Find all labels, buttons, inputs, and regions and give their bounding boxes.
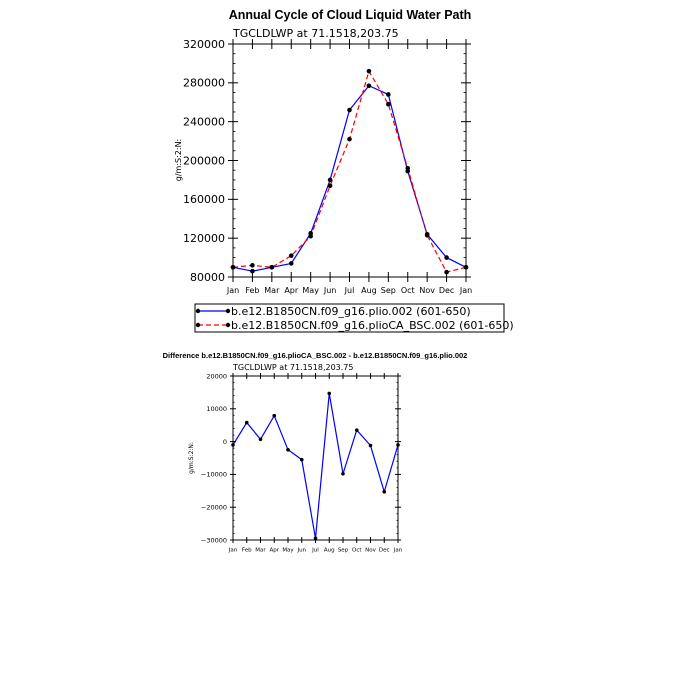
difference-series-0-point xyxy=(299,457,304,462)
main-panel: Annual Cycle of Cloud Liquid Water Path … xyxy=(174,8,514,333)
main-series-1-point xyxy=(327,183,333,189)
legend-entry-pliocabsc: b.e12.B1850CN.f09_g16.plioCA_BSC.002 (60… xyxy=(195,319,514,332)
legend-entry-plio: b.e12.B1850CN.f09_g16.plio.002 (601-650) xyxy=(195,305,471,318)
difference-series xyxy=(231,391,400,541)
main-xtick-label: Jun xyxy=(323,286,337,295)
difference-xtick-label: Nov xyxy=(365,548,376,554)
main-ytick-label: 240000 xyxy=(183,116,225,129)
main-ytick-label: 200000 xyxy=(183,154,225,167)
legend-marker-pliocabsc-right xyxy=(225,322,231,328)
main-ytick-label: 160000 xyxy=(183,193,225,206)
difference-series-0-point xyxy=(327,391,332,396)
main-series-1-point xyxy=(250,263,255,268)
main-xtick-label: Jan xyxy=(459,286,472,295)
difference-series-line-0 xyxy=(232,393,399,539)
main-xtick-label: Dec xyxy=(439,286,454,295)
main-series-1-point xyxy=(444,269,449,275)
main-ytick-label: 280000 xyxy=(183,77,225,90)
difference-series-0-point xyxy=(231,443,235,447)
difference-xtick-label: May xyxy=(282,548,294,554)
main-series-1-point xyxy=(463,264,469,270)
main-y-axis-label: g/m:S:2:N: xyxy=(174,139,183,182)
main-series-1-point xyxy=(288,253,294,258)
difference-plot-frame xyxy=(232,375,399,541)
main-series-1-point xyxy=(269,264,275,270)
main-series-0-point xyxy=(444,255,449,260)
main-series-1-point xyxy=(386,101,391,107)
main-series-0-point xyxy=(288,261,294,266)
main-series-0-point xyxy=(347,107,352,113)
legend-marker-pliocabsc-left xyxy=(195,322,201,328)
difference-ytick-label: −20000 xyxy=(201,503,227,511)
main-series-0-point xyxy=(386,92,391,97)
main-series xyxy=(230,68,469,275)
main-series-0-point xyxy=(250,268,255,274)
main-xtick-label: Jul xyxy=(344,286,355,295)
main-series-1-point xyxy=(308,233,313,239)
difference-xtick-label: Feb xyxy=(242,548,252,554)
difference-series-0-point xyxy=(286,448,290,452)
main-ytick-label: 320000 xyxy=(183,38,225,51)
main-xtick-label: Sep xyxy=(381,286,396,295)
main-series-0-point xyxy=(366,83,372,89)
legend-marker-plio-right xyxy=(225,308,231,314)
main-xtick-label: Nov xyxy=(419,286,435,295)
main-xtick-label: May xyxy=(302,286,319,295)
difference-series-0-point xyxy=(258,437,263,442)
legend-marker-plio-left xyxy=(195,308,201,314)
difference-xtick-label: Jun xyxy=(296,548,306,554)
difference-xtick-label: Sep xyxy=(338,548,349,554)
difference-xtick-label: Jan xyxy=(228,548,238,554)
difference-series-0-point xyxy=(272,413,277,418)
difference-xtick-label: Apr xyxy=(269,548,279,554)
main-series-1-point xyxy=(366,68,372,74)
difference-axes: −30000 −20000 −10000 0 10000 20000 Jan Feb Mar Ap… xyxy=(201,372,403,553)
legend-box xyxy=(194,303,505,333)
main-xtick-label: Mar xyxy=(264,286,280,295)
difference-series-0-point xyxy=(354,428,359,432)
main-xtick-label: Feb xyxy=(245,286,259,295)
main-plot-frame xyxy=(232,43,467,278)
main-xtick-label: Aug xyxy=(361,286,377,295)
difference-series-0-point xyxy=(341,471,345,476)
main-series-0-point xyxy=(327,177,333,183)
main-title: Annual Cycle of Cloud Liquid Water Path xyxy=(229,8,472,22)
legend-label-pliocabsc: b.e12.B1850CN.f09_g16.plioCA_BSC.002 (60… xyxy=(231,319,514,332)
difference-subtitle: TGCLDLWP at 71.1518,203.75 xyxy=(232,363,354,372)
difference-series-0-point xyxy=(368,443,373,448)
difference-y-axis-label: g/m:S:2:N: xyxy=(188,442,195,474)
difference-series-0-point xyxy=(382,489,387,494)
main-xtick-label: Apr xyxy=(284,286,299,295)
difference-xtick-label: Jan xyxy=(393,548,403,554)
difference-ytick-label: 10000 xyxy=(206,405,227,413)
difference-xtick-label: Dec xyxy=(379,548,390,554)
main-xtick-label: Oct xyxy=(401,286,415,295)
difference-xtick-label: Aug xyxy=(324,548,335,554)
difference-xtick-label: Mar xyxy=(255,548,266,554)
difference-title: Difference b.e12.B1850CN.f09_g16.plioCA_… xyxy=(163,351,468,360)
main-series-1-point xyxy=(230,264,236,270)
difference-series-0-point xyxy=(313,536,318,541)
main-series-1-point xyxy=(347,136,352,142)
main-subtitle: TGCLDLWP at 71.1518,203.75 xyxy=(232,27,399,40)
difference-ytick-label: 20000 xyxy=(206,372,227,380)
difference-xtick-label: Jul xyxy=(311,548,319,554)
main-axes: 80000 120000 160000 200000 240000 280000 32000… xyxy=(183,38,472,295)
main-ytick-label: 80000 xyxy=(190,271,225,284)
main-series-1-point xyxy=(405,165,411,171)
main-series-line-1 xyxy=(232,69,467,273)
difference-series-0-point xyxy=(396,443,400,447)
difference-ytick-label: 0 xyxy=(223,438,227,446)
difference-ytick-label: −10000 xyxy=(201,471,227,479)
difference-ytick-label: −30000 xyxy=(201,536,227,544)
difference-panel: Difference b.e12.B1850CN.f09_g16.plioCA_… xyxy=(163,351,468,554)
main-series-1-point xyxy=(424,232,430,238)
legend-label-plio: b.e12.B1850CN.f09_g16.plio.002 (601-650) xyxy=(231,305,471,318)
difference-xtick-label: Oct xyxy=(352,548,362,554)
difference-series-0-point xyxy=(244,420,249,425)
main-ytick-label: 120000 xyxy=(183,232,225,245)
main-xtick-label: Jan xyxy=(226,286,239,295)
